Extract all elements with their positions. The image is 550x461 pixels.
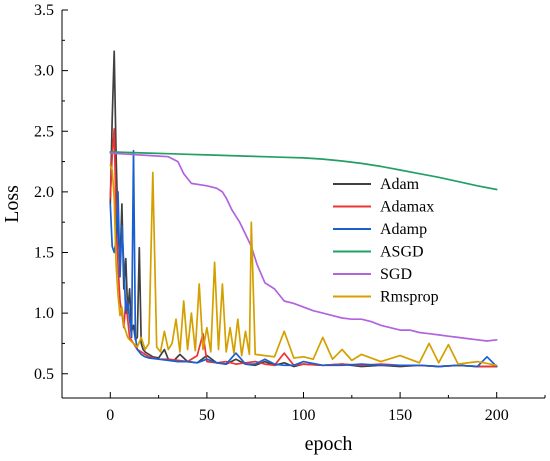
- legend-label-asgd: ASGD: [380, 244, 424, 261]
- series-line-rmsprop: [109, 164, 498, 367]
- y-tick-label: 2.5: [34, 123, 54, 140]
- x-tick-label: 100: [292, 407, 316, 424]
- series-lines: [109, 50, 498, 368]
- x-tick-label: 200: [485, 407, 509, 424]
- series-line-adamax: [109, 127, 498, 368]
- series-line-asgd: [109, 151, 498, 191]
- legend-label-adam: Adam: [380, 176, 420, 193]
- y-tick-label: 1.5: [34, 245, 54, 262]
- x-tick-label: 150: [388, 407, 412, 424]
- axes: 0 50 100 150 200 0.5 1.0 1.5 2.0 2.5 3.0 3.5: [34, 2, 546, 424]
- y-tick-label: 2.0: [34, 184, 54, 201]
- x-tick-label: 0: [106, 407, 114, 424]
- y-tick-label: 0.5: [34, 366, 54, 383]
- y-axis-label: Loss: [1, 185, 23, 223]
- legend-label-rmsprop: Rmsprop: [380, 289, 439, 306]
- legend-label-adamp: Adamp: [380, 221, 427, 238]
- series-line-adam: [109, 50, 498, 368]
- x-axis-label: epoch: [305, 433, 353, 455]
- legend-label-adamax: Adamax: [380, 199, 434, 216]
- y-tick-label: 3.0: [34, 63, 54, 80]
- x-tick-label: 50: [199, 407, 215, 424]
- series-line-sgd: [109, 152, 498, 342]
- series-line-adamp: [109, 149, 498, 368]
- y-tick-label: 1.0: [34, 305, 54, 322]
- y-tick-label: 3.5: [34, 2, 54, 19]
- legend: Adam Adamax Adamp ASGD SGD Rmsprop: [333, 176, 439, 306]
- legend-label-sgd: SGD: [380, 266, 412, 283]
